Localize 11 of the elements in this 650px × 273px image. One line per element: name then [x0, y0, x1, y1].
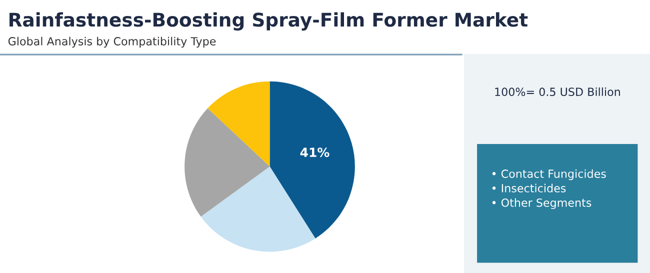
pie-slice — [270, 81, 355, 238]
data-label: 41% — [300, 148, 330, 158]
text: • Insecticides — [492, 184, 566, 192]
text: • Other Segments — [492, 198, 592, 210]
text: 100%= 0.5 USD Billion — [495, 87, 620, 96]
chart-subtitle: Global Analysis by Compatibility Type — [8, 36, 216, 48]
pie-slice — [208, 81, 270, 167]
text: • Contact Fungicides — [492, 169, 606, 180]
pie-slice — [184, 108, 270, 217]
chart-title: Rainfastness-Boosting Spray-Film Former Market — [10, 12, 528, 31]
pie-slice — [200, 166, 316, 252]
